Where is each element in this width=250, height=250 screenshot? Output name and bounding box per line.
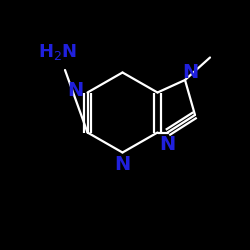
Text: N: N: [67, 80, 83, 100]
Text: N: N: [182, 63, 198, 82]
Text: H$_2$N: H$_2$N: [38, 42, 77, 62]
Text: N: N: [160, 136, 176, 154]
Text: N: N: [114, 156, 130, 174]
